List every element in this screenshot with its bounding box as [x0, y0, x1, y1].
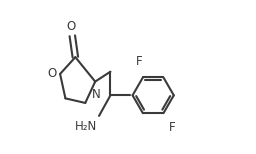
Text: O: O: [47, 67, 56, 80]
Text: O: O: [66, 20, 76, 33]
Text: F: F: [136, 55, 143, 69]
Text: N: N: [92, 88, 100, 101]
Text: H₂N: H₂N: [75, 120, 98, 134]
Text: F: F: [168, 121, 175, 134]
